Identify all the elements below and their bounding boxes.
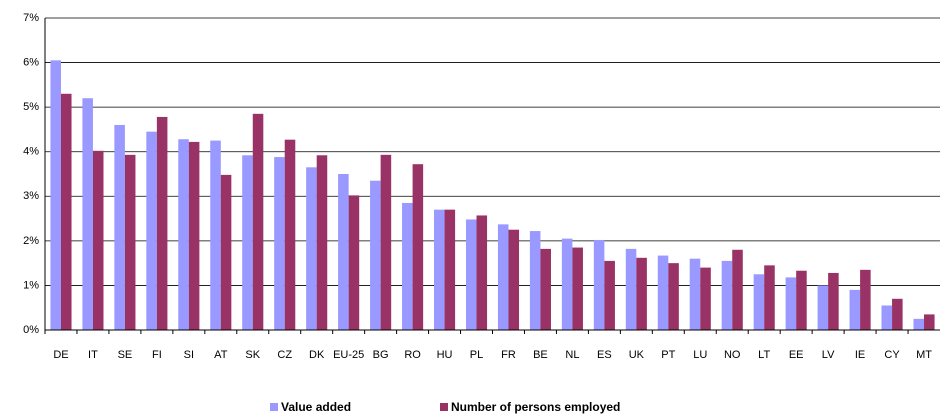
x-tick-label: LU: [693, 349, 707, 361]
y-tick-label: 4%: [23, 146, 39, 158]
x-tick-label: SI: [184, 349, 194, 361]
bar: [284, 139, 296, 330]
x-tick-label: EU-25: [333, 349, 364, 361]
y-tick-label: 3%: [23, 190, 39, 202]
bar: [434, 209, 445, 330]
bar: [764, 265, 775, 330]
bar: [540, 248, 551, 330]
x-tick-label: CZ: [277, 349, 292, 361]
x-tick-label: AT: [214, 349, 228, 361]
bar: [316, 155, 328, 330]
x-tick-label: SE: [118, 349, 133, 361]
bar: [465, 219, 477, 330]
x-tick-label: NO: [724, 349, 741, 361]
x-tick-label: IE: [855, 349, 865, 361]
bar: [380, 154, 392, 330]
bar: [860, 269, 871, 330]
bar: [338, 174, 349, 330]
bar: [306, 167, 317, 330]
bar: [828, 272, 839, 330]
bar: [625, 248, 637, 330]
bar: [124, 154, 136, 330]
x-tick-label: DE: [53, 349, 68, 361]
x-tick-label: SK: [245, 349, 260, 361]
x-tick-label: ES: [597, 349, 612, 361]
y-tick-label: 0%: [23, 324, 39, 336]
x-tick-label: DK: [309, 349, 325, 361]
bar: [785, 277, 797, 330]
bar: [497, 224, 509, 330]
x-tick-label: LT: [758, 349, 770, 361]
bar: [529, 231, 541, 330]
bar: [412, 164, 424, 330]
bar: [924, 314, 935, 330]
bar: [689, 258, 701, 330]
bar: [604, 260, 615, 330]
bar: [274, 157, 285, 330]
bar: [817, 285, 829, 330]
bar: [114, 124, 125, 330]
x-tick-label: PT: [661, 349, 675, 361]
legend-label: Number of persons employed: [451, 400, 620, 414]
y-tick-label: 5%: [23, 101, 39, 113]
bar: [60, 93, 72, 331]
y-tick-label: 2%: [23, 235, 39, 247]
bar: [178, 139, 189, 330]
x-tick-label: CY: [884, 349, 900, 361]
bar: [92, 150, 104, 330]
x-tick-label: PL: [470, 349, 483, 361]
x-tick-label: BG: [373, 349, 389, 361]
x-tick-label: MT: [916, 349, 932, 361]
x-tick-label: FR: [501, 349, 516, 361]
bar: [721, 260, 733, 330]
bar: [50, 60, 61, 330]
bar: [188, 141, 200, 330]
bar: [402, 202, 413, 330]
bar: [348, 195, 360, 330]
bar: [700, 267, 711, 330]
bar: [242, 155, 253, 330]
bar: [753, 274, 765, 330]
bar: [636, 257, 647, 330]
bar: [220, 174, 232, 330]
y-tick-label: 6%: [23, 56, 39, 68]
x-tick-label: UK: [629, 349, 645, 361]
x-tick-label: IT: [88, 349, 98, 361]
bar: [881, 305, 893, 330]
x-tick-label: HU: [437, 349, 453, 361]
legend-swatch: [440, 403, 448, 411]
bar: [892, 298, 903, 330]
bar: [210, 140, 221, 330]
bar: [849, 289, 861, 330]
bar: [476, 215, 488, 330]
bar: [146, 131, 157, 330]
x-tick-label: BE: [533, 349, 548, 361]
x-tick-label: LV: [822, 349, 835, 361]
bar: [252, 113, 264, 330]
bar: [657, 255, 669, 330]
x-tick-label: FI: [152, 349, 162, 361]
bar: [593, 239, 605, 330]
x-tick-label: NL: [565, 349, 579, 361]
bar: [668, 263, 679, 330]
legend-label: Value added: [281, 400, 351, 414]
bar: [572, 247, 583, 330]
bar: [796, 270, 807, 330]
bar: [82, 98, 93, 330]
y-tick-label: 1%: [23, 279, 39, 291]
x-tick-label: EE: [789, 349, 804, 361]
bar: [444, 209, 456, 330]
bar: [370, 180, 381, 330]
bar: [561, 238, 573, 330]
y-tick-label: 7%: [23, 12, 39, 24]
bar: [156, 116, 168, 330]
bar: [913, 318, 925, 330]
x-tick-label: RO: [404, 349, 421, 361]
legend-swatch: [270, 403, 278, 411]
bar: [732, 249, 743, 330]
bar: [508, 229, 520, 330]
